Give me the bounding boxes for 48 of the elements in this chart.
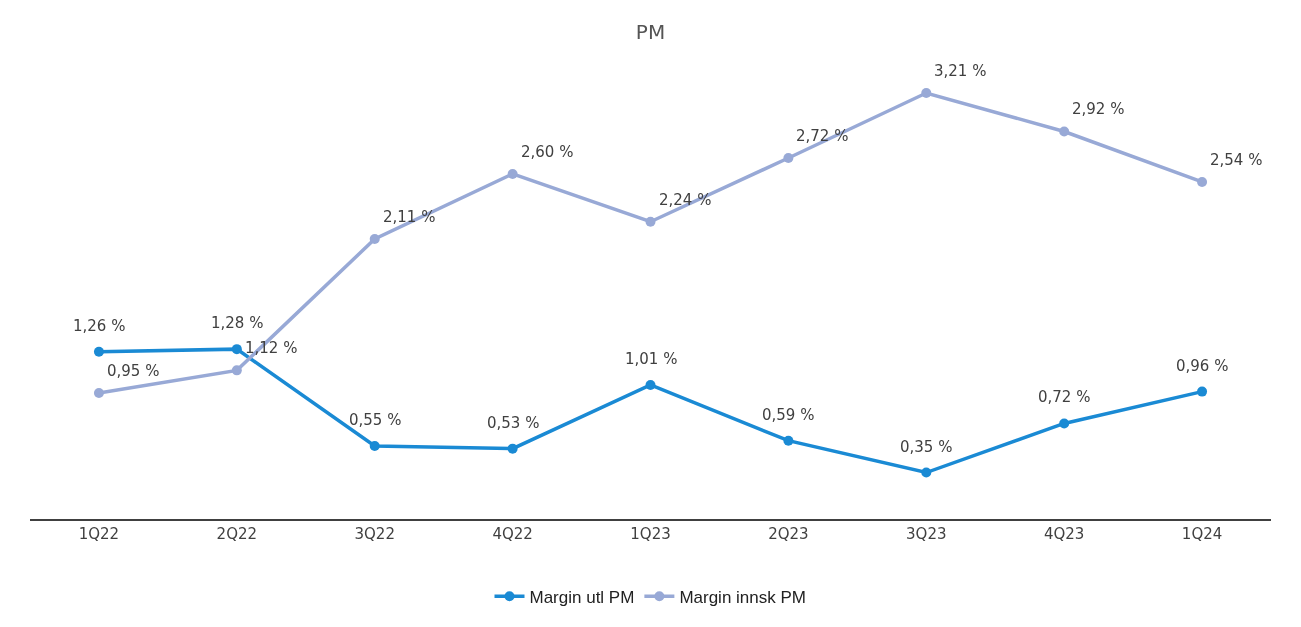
x-tick-label: 2Q22: [216, 524, 258, 543]
x-tick-label: 1Q24: [1181, 524, 1223, 543]
point: [369, 233, 380, 244]
point: [1059, 418, 1070, 429]
data-label: 1,26 %: [73, 317, 126, 335]
data-label: 0,72 %: [1038, 388, 1091, 406]
point: [93, 387, 104, 398]
point: [921, 88, 932, 98]
point: [921, 467, 932, 478]
x-tick-label: 3Q23: [906, 524, 947, 543]
data-label: 2,60 %: [521, 143, 574, 161]
x-tick-label: 4Q23: [1043, 524, 1085, 543]
point: [645, 216, 656, 227]
data-label: 0,53 %: [487, 414, 540, 432]
x-tick-label: 1Q22: [78, 524, 120, 543]
point: [231, 344, 242, 355]
point: [783, 435, 794, 446]
data-label: 0,95 %: [107, 362, 160, 380]
data-label: 1,12 %: [245, 339, 298, 357]
point: [507, 443, 518, 454]
data-label: 0,55 %: [349, 411, 402, 429]
data-label: 2,54 %: [1210, 151, 1263, 169]
data-label: 3,21 %: [934, 62, 987, 80]
point: [93, 346, 104, 357]
point: [231, 365, 242, 376]
data-label: 2,72 %: [796, 127, 849, 145]
point: [645, 379, 656, 390]
x-tick-label: 1Q23: [630, 524, 671, 543]
data-label: 0,35 %: [900, 438, 953, 456]
point: [1059, 126, 1070, 137]
chart-title: PM: [635, 20, 666, 45]
data-label: 2,11 %: [383, 208, 436, 226]
data-label: 0,96 %: [1176, 357, 1229, 375]
x-tick-label: 4Q22: [492, 524, 533, 543]
x-tick-label: 3Q22: [354, 524, 395, 543]
point: [369, 441, 380, 452]
legend-label: Margin utl PM: [529, 587, 635, 607]
point: [507, 168, 518, 179]
point: [1197, 386, 1208, 397]
data-label: 1,01 %: [625, 350, 678, 368]
data-label: 2,24 %: [659, 191, 712, 209]
data-label: 1,28 %: [211, 314, 264, 332]
point: [783, 153, 794, 164]
data-label: 2,92 %: [1072, 100, 1125, 118]
legend-label: Margin innsk PM: [679, 587, 806, 607]
x-tick-label: 2Q23: [768, 524, 809, 543]
point: [1197, 176, 1208, 187]
data-label: 0,59 %: [762, 406, 815, 424]
